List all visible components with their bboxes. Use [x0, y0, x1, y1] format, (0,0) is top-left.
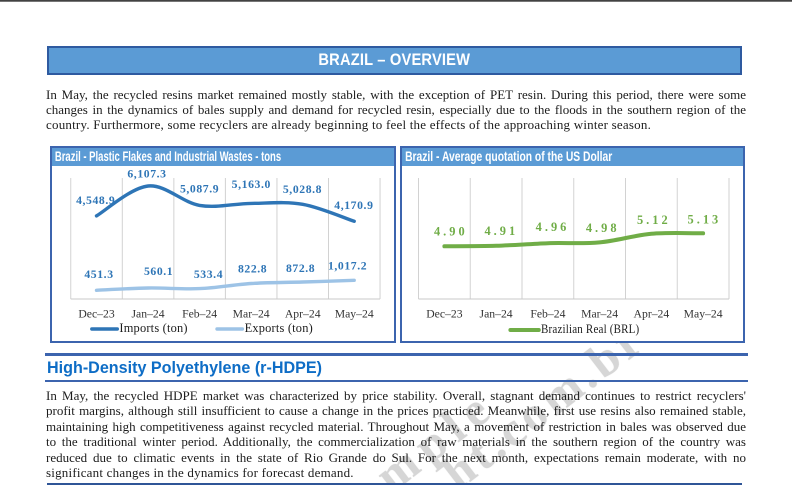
svg-text:Apr–24: Apr–24: [285, 308, 321, 321]
svg-text:Feb–24: Feb–24: [182, 308, 217, 321]
svg-text:6,107.3: 6,107.3: [127, 168, 166, 181]
svg-text:Dec–23: Dec–23: [426, 308, 463, 321]
svg-text:872.8: 872.8: [286, 262, 315, 275]
svg-text:4.90: 4.90: [434, 224, 468, 238]
svg-text:5,087.9: 5,087.9: [180, 182, 219, 195]
svg-text:4,548.9: 4,548.9: [76, 194, 115, 207]
svg-text:4.91: 4.91: [484, 224, 518, 238]
svg-text:1,017.2: 1,017.2: [328, 260, 367, 273]
svg-text:Apr–24: Apr–24: [634, 308, 670, 321]
svg-text:Mar–24: Mar–24: [581, 308, 618, 321]
svg-text:Brazilian Real (BRL): Brazilian Real (BRL): [541, 322, 639, 336]
svg-text:5,163.0: 5,163.0: [232, 178, 271, 191]
svg-text:Feb–24: Feb–24: [530, 308, 565, 321]
svg-text:4.98: 4.98: [586, 221, 620, 235]
svg-text:Exports (ton): Exports (ton): [245, 321, 313, 335]
svg-text:5,028.8: 5,028.8: [283, 183, 322, 196]
svg-text:Imports (ton): Imports (ton): [119, 321, 187, 335]
svg-text:May–24: May–24: [335, 308, 374, 321]
svg-text:5.12: 5.12: [637, 213, 671, 227]
svg-text:Jan–24: Jan–24: [480, 308, 513, 321]
svg-text:451.3: 451.3: [84, 268, 113, 281]
svg-text:Dec–23: Dec–23: [78, 308, 115, 321]
svg-text:822.8: 822.8: [238, 263, 267, 276]
svg-text:4,170.9: 4,170.9: [334, 199, 373, 212]
svg-text:May–24: May–24: [684, 308, 723, 321]
svg-text:533.4: 533.4: [194, 268, 223, 281]
svg-text:4.96: 4.96: [536, 220, 570, 234]
svg-text:560.1: 560.1: [144, 265, 173, 278]
svg-text:Jan–24: Jan–24: [131, 308, 164, 321]
svg-text:Mar–24: Mar–24: [233, 308, 270, 321]
svg-text:5.13: 5.13: [688, 212, 722, 226]
